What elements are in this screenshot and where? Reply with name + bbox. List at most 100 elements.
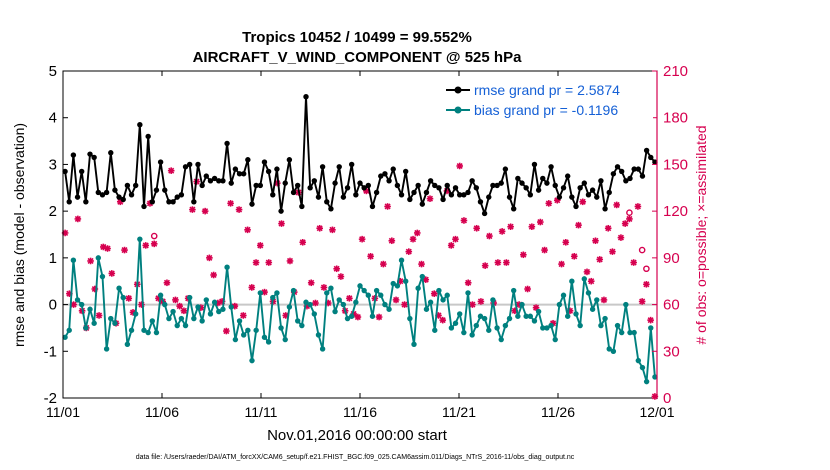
obs-assimilated-marker xyxy=(210,271,217,279)
bias-point xyxy=(515,313,521,319)
bias-point xyxy=(328,285,334,291)
obs-assimilated-stroke xyxy=(320,284,327,291)
obs-assimilated-stroke xyxy=(176,303,183,310)
obs-assimilated-marker xyxy=(634,203,642,210)
obs-assimilated-stroke xyxy=(282,312,289,319)
bias-point xyxy=(315,332,322,338)
legend-bias-label: bias grand pr = -0.1196 xyxy=(474,102,618,118)
obs-assimilated-stroke xyxy=(596,256,603,263)
bias-point xyxy=(303,299,309,305)
obs-assimilated-marker xyxy=(206,254,213,262)
obs-assimilated-marker xyxy=(244,226,251,234)
bias-point xyxy=(581,276,588,282)
rmse-point xyxy=(236,171,243,177)
bias-point xyxy=(423,306,430,312)
obs-assimilated-stroke xyxy=(460,217,467,224)
obs-assimilated-stroke xyxy=(613,201,620,208)
rmse-point xyxy=(103,189,110,196)
bias-point xyxy=(540,325,546,331)
rmse-point xyxy=(191,199,197,205)
rmse-point xyxy=(627,175,633,182)
obs-assimilated-stroke xyxy=(571,253,578,260)
bias-point xyxy=(128,327,135,333)
bias-point xyxy=(552,336,558,343)
rmse-point xyxy=(328,206,334,212)
rmse-point xyxy=(440,196,446,203)
bias-point xyxy=(220,306,226,312)
bias-point xyxy=(365,292,372,298)
rmse-point xyxy=(353,192,359,198)
obs-assimilated-marker xyxy=(537,218,544,226)
bias-point xyxy=(382,301,388,308)
bias-point xyxy=(336,297,342,303)
obs-assimilated-marker xyxy=(278,220,285,227)
rmse-point xyxy=(224,140,230,147)
rmse-point xyxy=(99,192,106,198)
obs-assimilated-stroke xyxy=(579,198,586,205)
x-tick-label: 11/06 xyxy=(145,404,179,420)
bias-point xyxy=(116,285,122,291)
rmse-point xyxy=(643,147,650,154)
rmse-point xyxy=(411,189,417,196)
bias-point xyxy=(510,287,517,294)
rmse-point xyxy=(257,182,264,189)
rmse-point xyxy=(216,178,222,184)
obs-assimilated-stroke xyxy=(639,298,646,305)
obs-assimilated-marker xyxy=(647,316,654,324)
obs-assimilated-stroke xyxy=(524,285,531,293)
rmse-point xyxy=(340,194,347,200)
bias-point xyxy=(415,285,421,291)
obs-assimilated-stroke xyxy=(121,247,128,254)
bias-point xyxy=(465,290,471,296)
bias-point xyxy=(589,306,596,312)
obs-assimilated-stroke xyxy=(248,284,255,291)
rmse-point xyxy=(365,182,372,189)
obs-assimilated-stroke xyxy=(422,276,429,283)
obs-assimilated-marker xyxy=(583,268,591,276)
rmse-point xyxy=(299,203,305,210)
x-tick-label: 11/11 xyxy=(245,404,278,420)
obs-assimilated-marker xyxy=(172,296,179,304)
y-tick-label: -2 xyxy=(44,390,57,407)
bias-point xyxy=(319,346,326,352)
bias-point xyxy=(361,287,367,294)
obs-assimilated-stroke xyxy=(405,248,412,255)
obs-assimilated-stroke xyxy=(477,298,484,305)
rmse-point xyxy=(564,173,571,179)
obs-assimilated-marker xyxy=(176,302,183,310)
bias-point xyxy=(369,313,376,319)
bias-point xyxy=(170,308,176,315)
rmse-point xyxy=(70,152,77,158)
obs-assimilated-stroke xyxy=(236,206,243,213)
rmse-point xyxy=(398,192,405,198)
rmse-point xyxy=(174,194,180,200)
rmse-point xyxy=(186,161,193,168)
bias-point xyxy=(498,336,504,343)
bias-point xyxy=(186,294,193,301)
bias-point xyxy=(635,357,642,364)
rmse-point xyxy=(141,203,147,210)
bias-point xyxy=(91,320,97,326)
bias-point xyxy=(652,374,658,380)
obs-assimilated-marker xyxy=(316,224,323,232)
rmse-point xyxy=(307,185,313,191)
bias-point xyxy=(560,292,567,298)
rmse-point xyxy=(552,182,558,189)
rmse-point xyxy=(606,189,612,196)
rmse-point xyxy=(581,180,588,186)
bias-point xyxy=(311,311,318,317)
obs-assimilated-stroke xyxy=(125,295,132,302)
obs-assimilated-marker xyxy=(609,248,616,255)
y-tick-label: 1 xyxy=(49,250,57,267)
bias-point xyxy=(332,308,338,315)
obs-assimilated-marker xyxy=(121,246,128,254)
obs-assimilated-marker xyxy=(528,223,536,231)
bias-point xyxy=(265,339,272,345)
obs-assimilated-stroke xyxy=(575,222,582,229)
obs-assimilated-stroke xyxy=(329,226,336,233)
rmse-point xyxy=(303,93,309,100)
bias-point xyxy=(87,306,93,312)
obs-assimilated-marker xyxy=(460,217,468,224)
obs-assimilated-stroke xyxy=(545,200,552,207)
obs-assimilated-stroke xyxy=(537,219,544,226)
